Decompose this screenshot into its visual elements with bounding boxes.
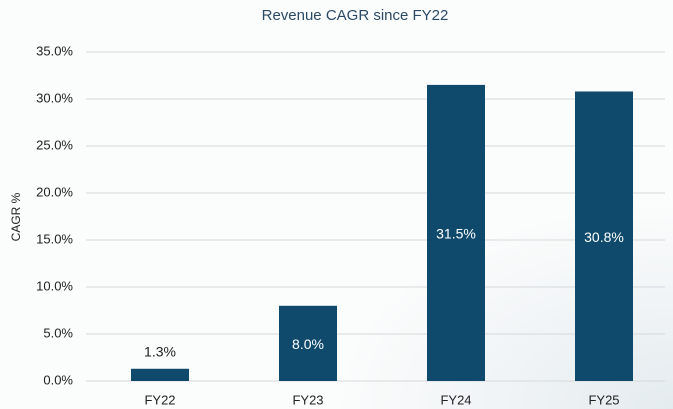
x-tick-label: FY22 xyxy=(144,392,175,407)
y-tick-label: 20.0% xyxy=(36,184,73,199)
data-label: 8.0% xyxy=(292,336,324,352)
data-label: 1.3% xyxy=(144,343,176,359)
bar xyxy=(279,305,337,381)
x-tick-label: FY25 xyxy=(588,392,619,407)
y-tick-label: 35.0% xyxy=(36,43,73,58)
data-label: 31.5% xyxy=(436,226,476,242)
y-tick-label: 5.0% xyxy=(43,325,73,340)
bar xyxy=(427,84,485,382)
y-axis-label: CAGR % xyxy=(9,192,23,241)
y-tick-label: 15.0% xyxy=(36,231,73,246)
y-tick-label: 25.0% xyxy=(36,137,73,152)
x-tick-label: FY23 xyxy=(292,392,323,407)
y-tick-label: 0.0% xyxy=(43,372,73,387)
chart-title: Revenue CAGR since FY22 xyxy=(262,7,449,24)
bar xyxy=(131,368,189,381)
data-label: 30.8% xyxy=(584,229,624,245)
y-tick-label: 30.0% xyxy=(36,90,73,105)
x-tick-label: FY24 xyxy=(440,392,471,407)
bar xyxy=(575,91,633,381)
y-tick-label: 10.0% xyxy=(36,278,73,293)
